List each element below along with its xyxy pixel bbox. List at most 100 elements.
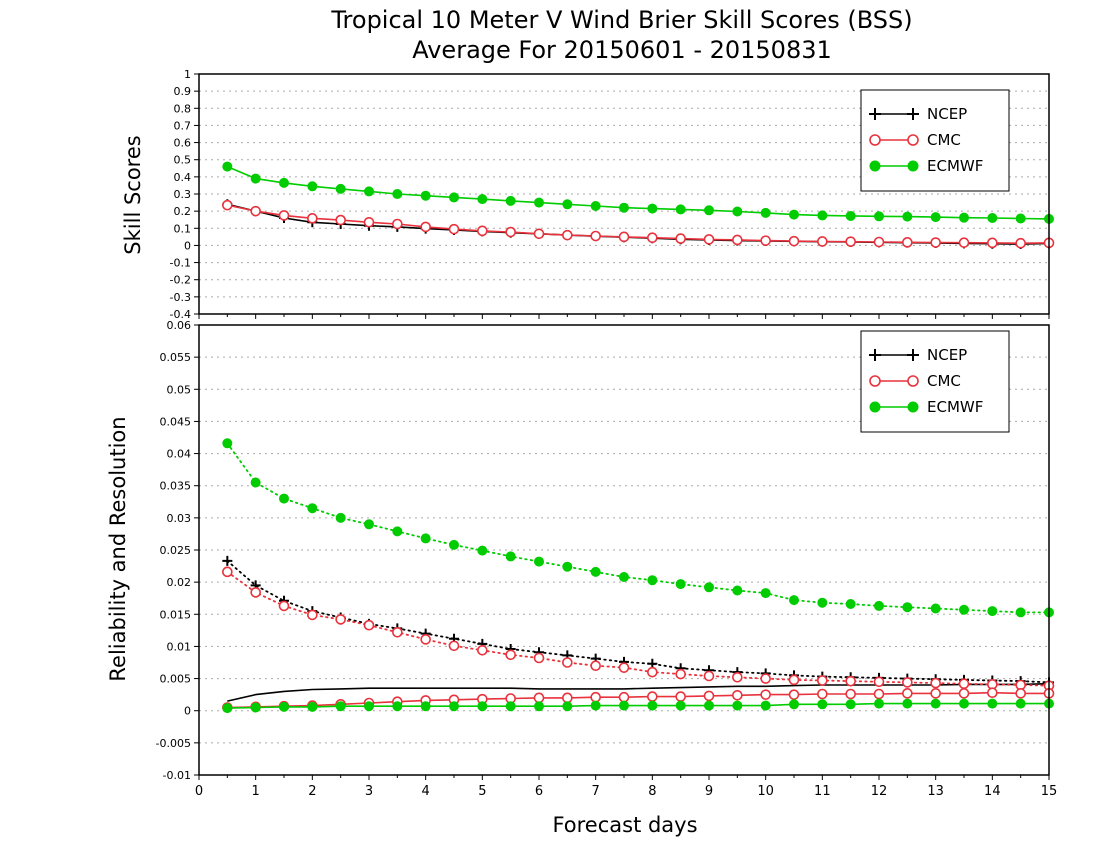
bottom-point-cmc [902, 677, 913, 688]
top-ytick-label: 0.1 [174, 222, 192, 235]
bottom-point-ecmwf [675, 700, 686, 711]
top-point-ecmwf [619, 202, 629, 213]
bottom-series-line-ncep [226, 560, 1050, 684]
chart-title-line1: Tropical 10 Meter V Wind Brier Skill Sco… [330, 6, 912, 34]
bottom-point-ecmwf [250, 477, 261, 488]
bottom-point-ecmwf [959, 604, 969, 615]
top-legend-marker-cmc [907, 134, 919, 146]
bottom-ytick-label: 0.06 [167, 319, 192, 332]
top-point-cmc [307, 213, 318, 224]
bottom-point-cmc [392, 626, 403, 638]
top-point-cmc [477, 225, 488, 237]
bottom-ytick-label: -0.005 [156, 737, 191, 750]
bottom-point-cmc [618, 662, 630, 673]
bottom-point-cmc [590, 660, 601, 672]
bottom-point-cmc [902, 688, 913, 699]
top-point-cmc [732, 234, 743, 246]
bottom-series-line-cmc [226, 571, 1050, 687]
bottom-legend-marker-cmc [869, 375, 881, 387]
bottom-point-ecmwf [477, 701, 488, 712]
bottom-xtick-label: 7 [592, 784, 600, 799]
bottom-point-cmc [760, 689, 771, 700]
bottom-xtick-label: 13 [927, 784, 944, 799]
top-point-ecmwf [250, 173, 261, 184]
bottom-point-cmc [788, 674, 800, 686]
bottom-point-cmc [590, 691, 601, 703]
bottom-point-ecmwf [449, 701, 459, 712]
bottom-point-ecmwf [760, 700, 771, 711]
bottom-point-cmc [505, 649, 516, 661]
top-point-cmc [817, 236, 828, 247]
top-ytick-label: 0.9 [174, 85, 192, 98]
top-point-ecmwf [420, 190, 431, 201]
top-point-ecmwf [675, 204, 686, 215]
top-point-ecmwf [817, 210, 828, 221]
bottom-point-ecmwf [760, 588, 771, 599]
bottom-point-ecmwf [534, 556, 544, 567]
bottom-xtick-label: 3 [365, 784, 373, 799]
top-point-cmc [845, 236, 856, 247]
bottom-xtick-label: 1 [252, 784, 260, 799]
bottom-point-cmc [817, 675, 828, 686]
bottom-point-ecmwf [279, 493, 289, 504]
top-point-cmc [618, 231, 630, 243]
bottom-point-cmc [873, 688, 885, 700]
top-ytick-label: 0.6 [174, 137, 192, 150]
bottom-point-cmc [760, 673, 771, 684]
top-point-cmc [675, 233, 686, 244]
bottom-ytick-label: 0 [184, 705, 191, 718]
bottom-point-ecmwf [392, 526, 403, 537]
top-point-ecmwf [562, 199, 573, 210]
bottom-point-cmc [930, 688, 941, 699]
bottom-point-ecmwf [647, 700, 658, 711]
bottom-point-ecmwf [930, 698, 941, 709]
top-legend: NCEP CMC ECMWF [860, 89, 1010, 192]
top-y-axis-label: Skill Scores [121, 135, 145, 254]
bottom-point-ecmwf [307, 701, 318, 712]
bottom-point-ecmwf [619, 572, 629, 582]
bottom-point-ecmwf [930, 603, 941, 614]
bottom-xtick-label: 12 [871, 784, 888, 799]
bottom-point-cmc [448, 640, 460, 652]
bottom-legend-label-ncep: NCEP [927, 346, 967, 364]
bottom-point-ecmwf [590, 566, 601, 577]
top-series-line-ncep [227, 203, 1050, 245]
bottom-point-ecmwf [279, 701, 289, 712]
bottom-point-cmc [278, 600, 290, 612]
bottom-point-ecmwf [505, 551, 516, 562]
bottom-xtick-label: 14 [984, 784, 1001, 799]
bottom-point-cmc [222, 566, 233, 578]
top-point-cmc [987, 237, 998, 249]
bottom-point-ecmwf [619, 700, 629, 711]
top-ytick-label: 0.8 [174, 102, 192, 115]
bottom-point-ecmwf [675, 579, 686, 590]
bottom-point-ecmwf [250, 702, 261, 713]
bottom-point-ncep [222, 555, 233, 566]
top-ytick-label: 1 [184, 68, 191, 81]
top-point-cmc [958, 237, 970, 248]
bottom-point-ecmwf [902, 698, 913, 709]
bottom-xtick-label: 9 [705, 784, 713, 799]
bottom-point-ecmwf [817, 597, 828, 608]
bottom-point-ecmwf [307, 503, 318, 514]
bottom-point-ecmwf [505, 701, 516, 712]
bottom-xtick-label: 10 [757, 784, 774, 799]
bottom-xtick-label: 2 [308, 784, 316, 799]
top-point-cmc [363, 216, 375, 228]
top-ytick-label: 0.2 [174, 205, 192, 218]
top-ytick-label: -0.2 [170, 274, 191, 287]
bottom-point-ecmwf [222, 703, 233, 714]
top-point-cmc [448, 223, 460, 235]
bottom-plot-frame [198, 324, 1050, 776]
top-point-ecmwf [930, 212, 941, 223]
top-legend-label-ecmwf: ECMWF [927, 157, 983, 175]
top-point-cmc [420, 221, 431, 233]
top-point-ecmwf [1015, 213, 1026, 224]
bottom-xtick-label: 11 [814, 784, 831, 799]
bottom-point-ecmwf [959, 698, 969, 709]
bottom-series-line-ncep [227, 682, 1050, 702]
bottom-point-cmc [788, 689, 800, 700]
bottom-legend-label-ecmwf: ECMWF [927, 398, 983, 416]
bottom-legend-marker-ecmwf [907, 401, 919, 413]
